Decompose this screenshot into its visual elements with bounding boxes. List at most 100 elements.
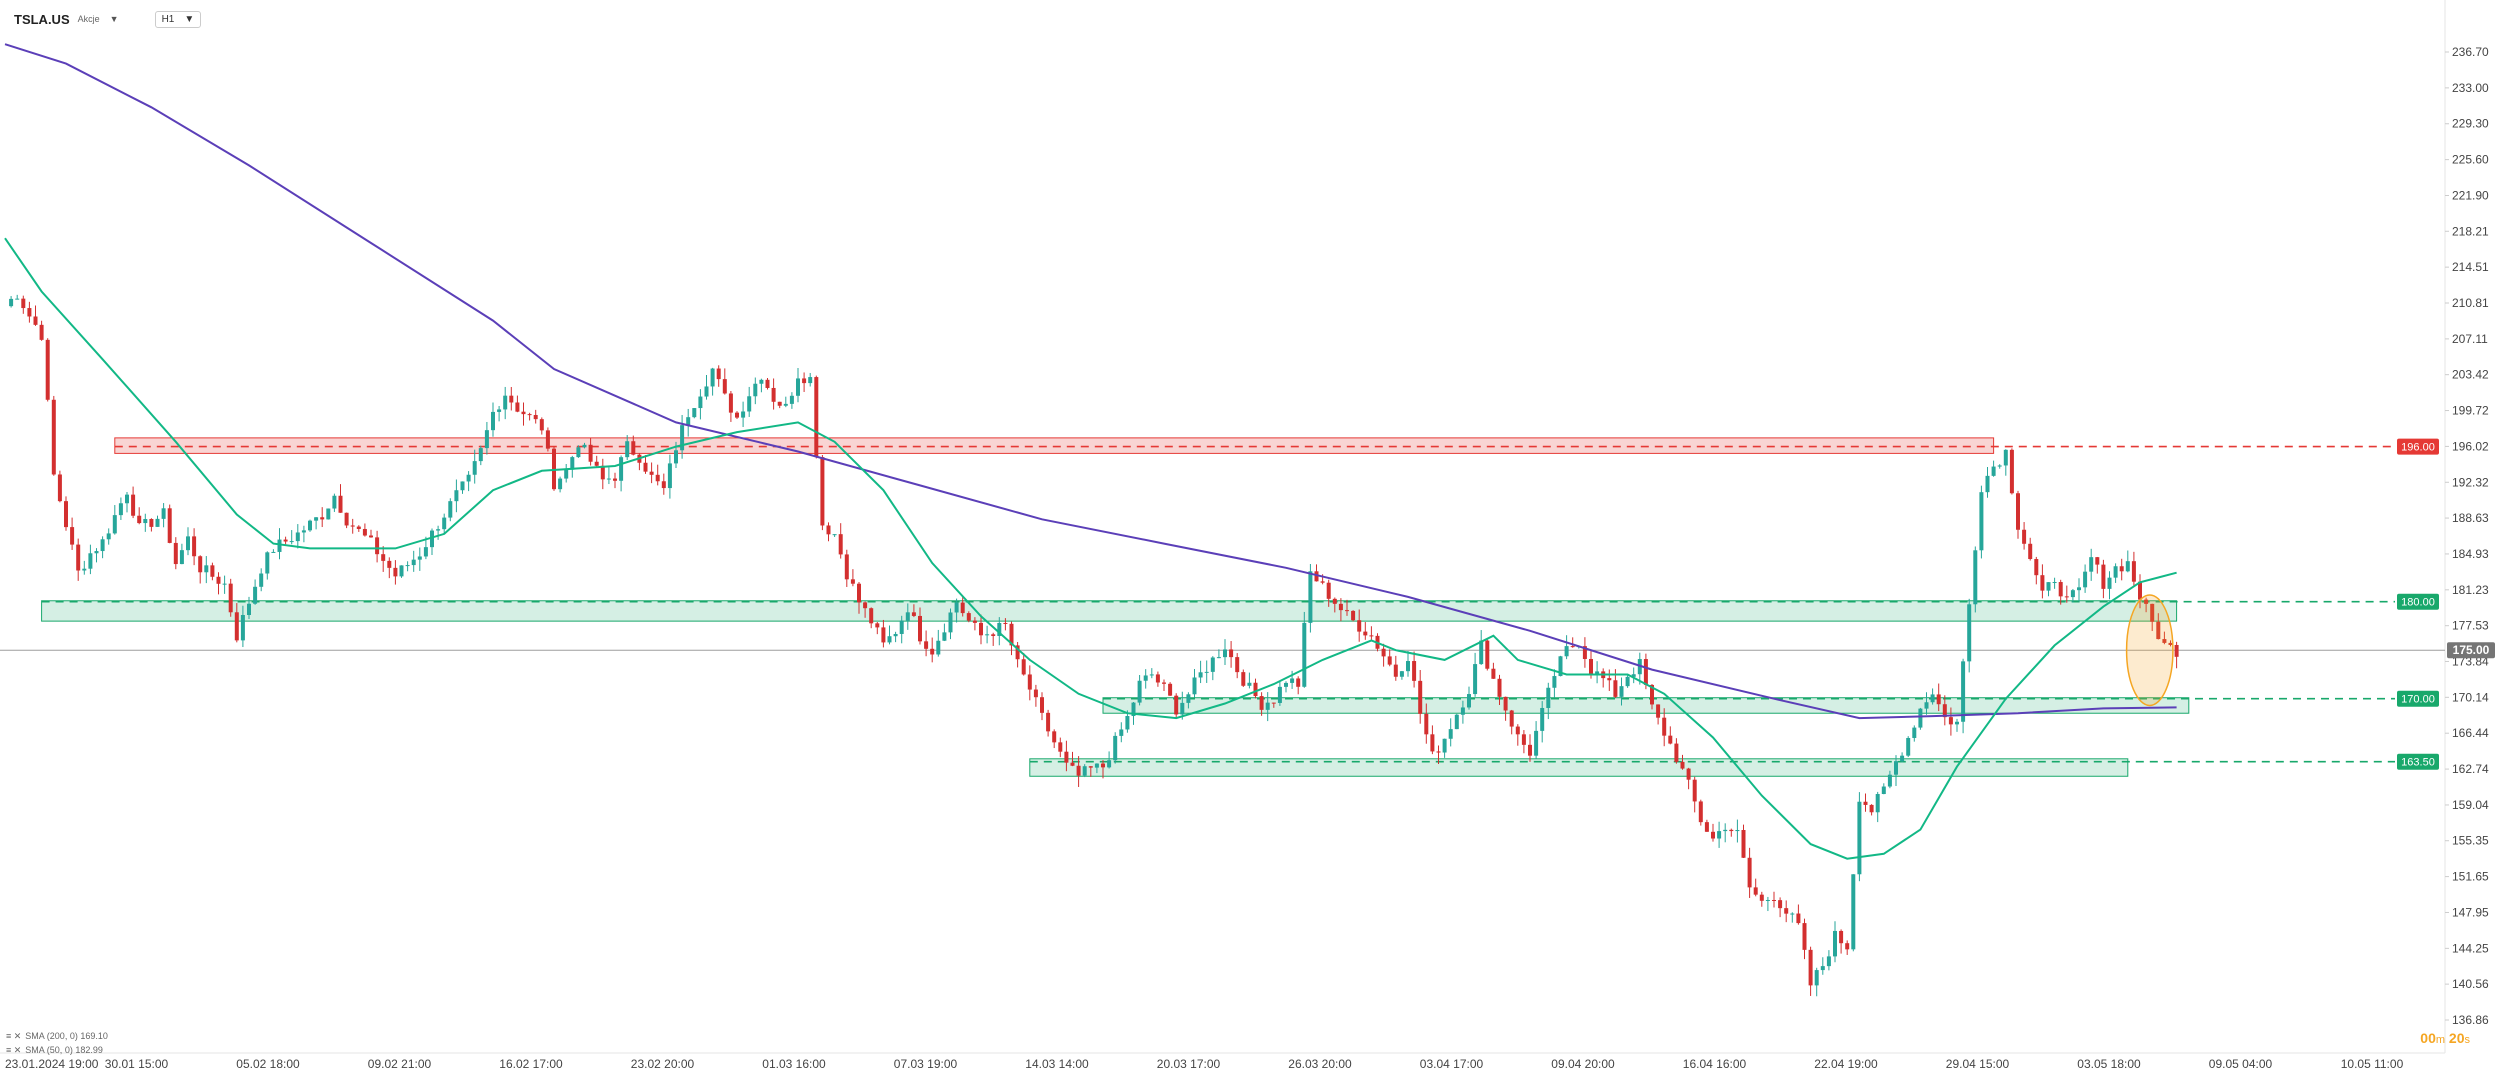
- candle-body: [70, 527, 75, 545]
- candle: [1351, 610, 1356, 622]
- candle-body: [613, 478, 617, 481]
- candle: [1497, 674, 1502, 705]
- candle-body: [765, 379, 770, 388]
- indicator-settings-icon[interactable]: ≡ ✕: [6, 1031, 22, 1041]
- candle: [844, 549, 849, 587]
- candle: [1162, 679, 1166, 692]
- candle-body: [789, 395, 794, 404]
- y-tick-label: 236.70: [2452, 45, 2489, 59]
- x-axis: 23.01.2024 19:00 30.01 15:00 05.02 18:00 09…: [0, 1052, 2445, 1071]
- legend-sma200[interactable]: ≡ ✕ SMA (200, 0) 169.10: [6, 1029, 108, 1043]
- candle-body: [1302, 622, 1307, 687]
- candle-body: [930, 648, 935, 655]
- indicator-settings-icon[interactable]: ≡ ✕: [6, 1045, 22, 1055]
- candle: [942, 623, 947, 642]
- candle-body: [100, 539, 105, 552]
- candle: [2095, 556, 2100, 574]
- candle-body: [1101, 763, 1105, 768]
- candle-body: [375, 537, 380, 555]
- x-tick-label: 07.03 19:00: [894, 1057, 958, 1071]
- candle: [1491, 662, 1496, 679]
- candle: [1003, 618, 1008, 631]
- candle: [1680, 754, 1685, 770]
- y-tick-label: 210.81: [2452, 296, 2489, 310]
- candle-body: [686, 417, 691, 426]
- candle: [253, 579, 258, 605]
- candle-body: [539, 419, 544, 431]
- candle-body: [1589, 658, 1593, 675]
- chevron-down-icon: ▼: [184, 13, 195, 25]
- candle: [88, 544, 93, 575]
- candle: [192, 528, 197, 566]
- candle-body: [149, 519, 154, 527]
- candle-body: [942, 632, 947, 641]
- candle-body: [1698, 801, 1703, 823]
- candle: [1204, 660, 1209, 683]
- candle: [1345, 599, 1349, 616]
- candle: [454, 479, 459, 513]
- candle-body: [1558, 656, 1563, 677]
- candle: [1881, 783, 1886, 795]
- candle: [295, 524, 300, 549]
- candle: [466, 471, 471, 492]
- candle-body: [1442, 738, 1447, 753]
- candle-body: [362, 528, 367, 536]
- candle: [70, 517, 75, 550]
- candle-body: [216, 576, 221, 584]
- candle-body: [436, 529, 441, 531]
- candle: [15, 294, 20, 300]
- candle-body: [15, 298, 20, 300]
- candle-body: [2034, 559, 2039, 576]
- candle: [759, 378, 764, 393]
- candle-body: [161, 508, 166, 519]
- candle: [1381, 643, 1386, 667]
- countdown-minutes-unit: m: [2435, 1034, 2446, 1046]
- candle-body: [1887, 774, 1892, 787]
- candle-body: [137, 515, 142, 524]
- y-tick-label: 199.72: [2452, 404, 2489, 418]
- candle: [1387, 649, 1392, 667]
- candle: [33, 305, 38, 326]
- candle: [57, 470, 62, 503]
- candle-body: [1137, 680, 1142, 703]
- y-tick-label: 218.21: [2452, 224, 2489, 238]
- candle-body: [2003, 449, 2008, 466]
- x-tick-label: 05.02 18:00: [236, 1057, 300, 1071]
- y-tick-label: 155.35: [2452, 834, 2489, 848]
- candle: [1723, 823, 1728, 843]
- candle-body: [1210, 657, 1215, 672]
- candle-body: [1924, 702, 1929, 709]
- candle: [1406, 650, 1410, 677]
- legend-sma50[interactable]: ≡ ✕ SMA (50, 0) 182.99: [6, 1043, 108, 1057]
- candle-body: [1564, 646, 1569, 657]
- candle-body: [887, 636, 892, 643]
- candle-body: [655, 474, 660, 482]
- candle-body: [838, 534, 843, 555]
- symbol-name[interactable]: TSLA.US: [14, 11, 70, 27]
- candle-body: [2089, 557, 2094, 572]
- candle-body: [393, 567, 398, 577]
- candle: [76, 538, 81, 581]
- y-tick-label: 144.25: [2452, 941, 2489, 955]
- candle: [564, 463, 569, 483]
- symbol-dropdown-icon[interactable]: ▼: [109, 14, 119, 24]
- candle-body: [2016, 493, 2020, 530]
- candle: [1528, 734, 1532, 762]
- candle-body: [1595, 671, 1600, 675]
- candle: [869, 607, 874, 629]
- candle-body: [2138, 581, 2142, 600]
- candle: [796, 367, 800, 403]
- candle-body: [1973, 550, 1978, 605]
- candle-body: [674, 450, 678, 464]
- candle-body: [2174, 644, 2179, 657]
- candle: [1241, 669, 1246, 687]
- candle: [27, 301, 32, 323]
- candle-body: [1741, 830, 1746, 858]
- candle: [1552, 669, 1557, 698]
- x-tick-label: 14.03 14:00: [1025, 1057, 1089, 1071]
- timeframe-select[interactable]: H1 ▼: [154, 10, 202, 28]
- candle: [966, 611, 971, 623]
- level-label: 180.00: [2401, 597, 2435, 609]
- candle-body: [735, 412, 739, 418]
